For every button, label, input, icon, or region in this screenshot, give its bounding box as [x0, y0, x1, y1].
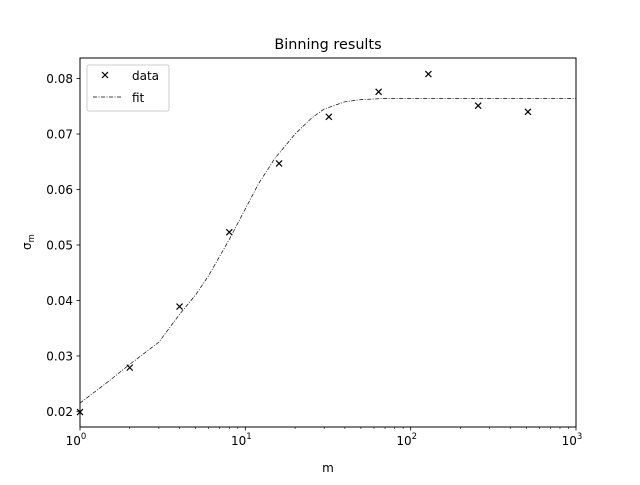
data-point	[325, 113, 333, 121]
x-tick-label-exponent: 1	[246, 432, 251, 442]
chart-title: Binning results	[274, 37, 381, 53]
y-tick-label: 0.02	[46, 405, 73, 419]
y-tick-label: 0.08	[46, 72, 73, 86]
x-tick-label: 101	[231, 432, 252, 448]
y-axis-label-subscript: m	[27, 234, 37, 242]
data-point	[424, 70, 432, 78]
data-point	[176, 303, 183, 311]
y-tick-label: 0.06	[46, 183, 73, 197]
y-tick-label: 0.05	[46, 238, 73, 252]
legend: data fit	[86, 64, 170, 112]
y-tick-label: 0.07	[46, 127, 73, 141]
x-tick-label: 102	[396, 432, 417, 448]
legend-label-fit: fit	[132, 91, 145, 105]
legend-marker-data	[101, 71, 109, 79]
x-tick-label-base: 10	[66, 434, 81, 448]
x-tick-label-base: 10	[562, 434, 577, 448]
data-point	[225, 228, 233, 236]
data-point	[275, 160, 283, 167]
y-axis-label: σm	[20, 234, 37, 250]
x-axis: 100 101 102 103	[66, 427, 583, 448]
x-axis-label: m	[322, 461, 334, 475]
x-tick-label-exponent: 2	[412, 432, 417, 442]
x-tick-label: 100	[66, 432, 87, 448]
x-tick-label-exponent: 0	[81, 432, 86, 442]
data-point	[126, 364, 134, 372]
fit-line	[79, 98, 576, 404]
data-point	[375, 88, 383, 96]
axes-frame	[79, 57, 577, 428]
legend-label-data: data	[132, 69, 159, 83]
y-axis-label-symbol: σ	[20, 242, 34, 250]
data-point	[524, 108, 532, 116]
y-tick-label: 0.04	[46, 294, 73, 308]
x-tick-label: 103	[562, 432, 583, 448]
x-tick-label-exponent: 3	[577, 432, 582, 442]
data-point	[474, 102, 482, 110]
plot-area	[76, 70, 576, 416]
y-tick-label: 0.03	[46, 349, 73, 363]
x-tick-label-base: 10	[231, 434, 246, 448]
x-tick-label-base: 10	[396, 434, 411, 448]
legend-box	[86, 64, 170, 112]
y-axis: 0.02 0.03 0.04 0.05 0.06 0.07 0.08	[46, 72, 80, 419]
